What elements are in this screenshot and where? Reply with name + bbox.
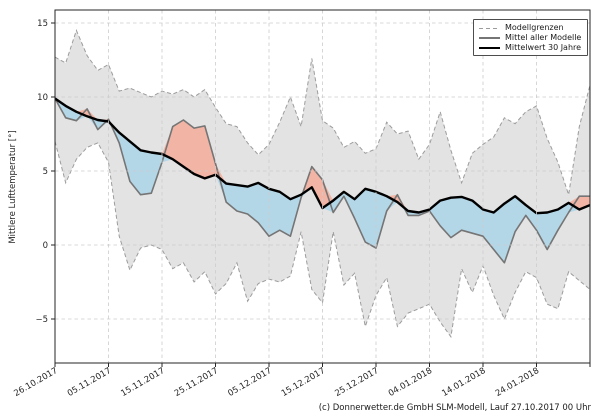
model-max-boundary: [55, 28, 590, 195]
gridlines: [55, 10, 590, 363]
legend-sample-gray-line: [479, 37, 500, 39]
x-tick-label: 04.01.2018: [387, 366, 434, 399]
x-tick-label: 15.11.2017: [119, 366, 166, 399]
y-tick-label: −5: [35, 315, 48, 325]
legend-sample-black-line: [479, 46, 500, 50]
x-tick-label: 26.10.2017: [12, 366, 59, 399]
warm-anomaly-area: [55, 98, 590, 214]
copyright-caption: (c) Donnerwetter.de GmbH SLM-Modell, Lau…: [318, 403, 591, 413]
x-tick-label: 25.11.2017: [173, 366, 220, 399]
legend-label: Mittel aller Modelle: [505, 33, 582, 42]
legend-label: Modellgrenzen: [505, 23, 564, 32]
legend: Modellgrenzen Mittel aller Modelle Mitte…: [473, 19, 588, 56]
x-tick-label: 15.12.2017: [280, 366, 327, 399]
y-axis-title: Mittlere Lufttemperatur [°]: [8, 130, 18, 244]
legend-item-mittelwert-30-jahre: Mittelwert 30 Jahre: [479, 43, 583, 53]
x-tick-label: 24.01.2018: [494, 366, 541, 399]
legend-sample-dashed-line: [479, 27, 500, 29]
legend-item-mittel-aller-modelle: Mittel aller Modelle: [479, 33, 583, 43]
x-tick-label: 14.01.2018: [440, 366, 487, 399]
cold-anomaly-area: [55, 98, 590, 263]
x-tick-label: 05.11.2017: [66, 366, 113, 399]
x-tick-label: 25.12.2017: [333, 366, 380, 399]
x-tick-label: 05.12.2017: [226, 366, 273, 399]
y-tick-label: 0: [43, 241, 48, 251]
legend-label: Mittelwert 30 Jahre: [505, 43, 582, 52]
y-tick-label: 10: [37, 93, 48, 103]
y-tick-label: 15: [37, 19, 48, 29]
y-tick-label: 5: [43, 167, 48, 177]
legend-item-modellgrenzen: Modellgrenzen: [479, 23, 583, 33]
